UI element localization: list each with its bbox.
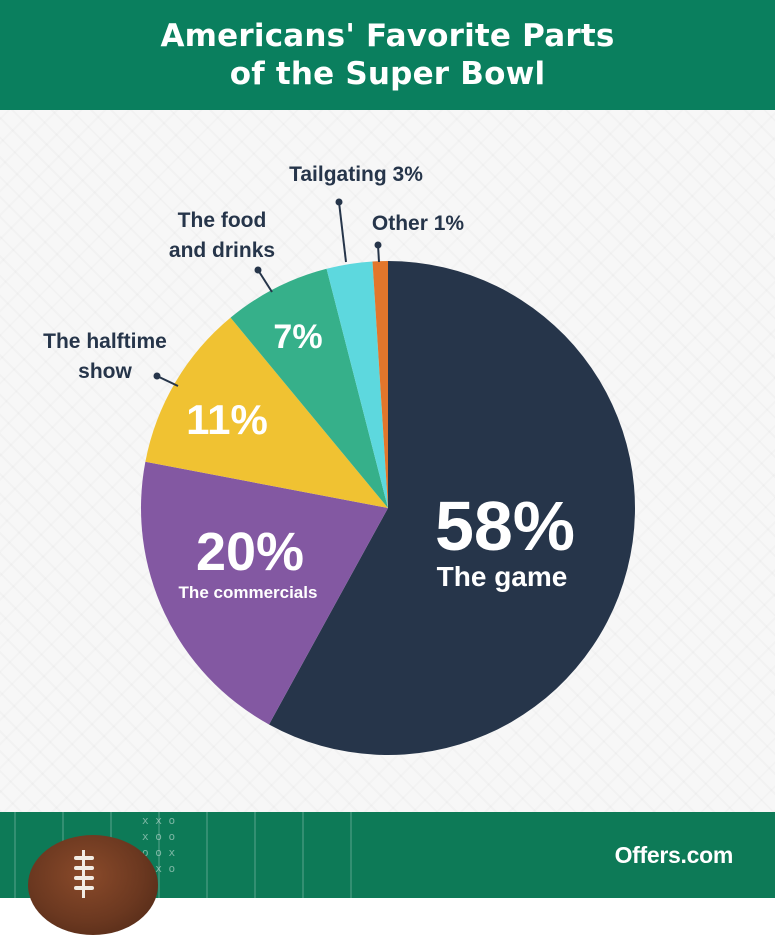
leader-line-halftime (156, 375, 179, 387)
leader-dot-tailgating (335, 198, 343, 206)
leader-dot-other (374, 241, 382, 249)
slice-halftime-label-line2: show (78, 360, 132, 383)
pie-slice-food (230, 268, 388, 508)
offers-logo: Offers.com (614, 842, 734, 868)
field-yard-line (302, 812, 304, 898)
play-diagram-mark: x x o (142, 814, 176, 827)
slice-food-label-line2: and drinks (169, 239, 275, 262)
field-yard-line (158, 812, 160, 898)
slice-tailgating-label: Tailgating 3% (289, 163, 423, 186)
leader-line-food (257, 269, 273, 293)
pie-chart: 58% The game 20% The commercials 11% The… (43, 163, 635, 755)
slice-food-pct: 7% (273, 318, 322, 356)
slice-game-label: The game (437, 561, 568, 592)
football-lace (74, 886, 94, 890)
pie-slices (140, 261, 635, 755)
pie-slice-other (372, 261, 388, 508)
slice-commercials-pct: 20% (196, 522, 304, 582)
leader-dot-halftime (153, 372, 161, 380)
slice-halftime-label-line1: The halftime (43, 330, 167, 353)
slice-labels: 58% The game 20% The commercials 11% The… (43, 163, 575, 602)
pie-slice-halftime (145, 317, 388, 508)
pie-slice-tailgating (326, 261, 388, 508)
pie-slice-commercials (140, 461, 388, 725)
chart-title-line-2: of the Super Bowl (229, 56, 546, 92)
football-lace (74, 856, 94, 860)
field-yard-line (254, 812, 256, 898)
football-lace (74, 876, 94, 880)
leader-line-tailgating (338, 201, 347, 263)
field-yard-line (350, 812, 352, 898)
chart-header: Americans' Favorite Parts of the Super B… (0, 0, 775, 110)
slice-commercials-label: The commercials (179, 583, 318, 602)
football-lace (74, 866, 94, 870)
slice-halftime-pct: 11% (186, 396, 268, 443)
slice-food-label-line1: The food (178, 209, 267, 232)
slice-game-pct: 58% (435, 487, 575, 565)
play-diagram-mark: x o o (142, 830, 176, 843)
field-yard-line (14, 812, 16, 898)
chart-title-line-1: Americans' Favorite Parts (160, 18, 615, 54)
slice-other-label: Other 1% (372, 212, 465, 235)
field-yard-line (206, 812, 208, 898)
leader-dot-food (254, 266, 262, 274)
pie-slice-game (269, 261, 635, 755)
leader-lines (153, 198, 382, 387)
football-laces (74, 850, 101, 898)
play-diagram-mark: o o x (142, 846, 176, 859)
